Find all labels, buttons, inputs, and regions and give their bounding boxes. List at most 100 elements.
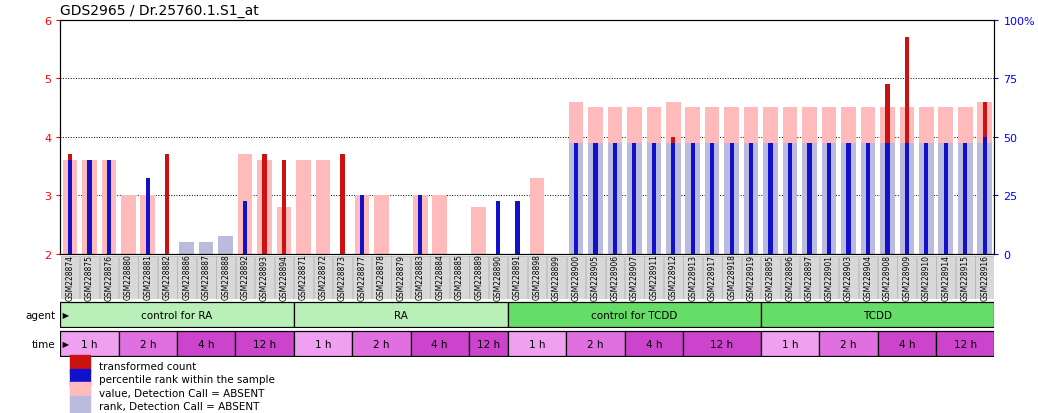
Bar — [529, 178, 544, 254]
Bar — [958, 108, 973, 254]
Text: GSM228898: GSM228898 — [532, 254, 542, 300]
Bar — [938, 143, 953, 254]
Bar — [924, 143, 928, 254]
Text: time: time — [31, 339, 55, 349]
Bar — [612, 143, 617, 254]
Bar — [70, 369, 90, 386]
Text: 1 h: 1 h — [315, 339, 331, 349]
Bar — [861, 143, 875, 254]
FancyBboxPatch shape — [236, 256, 254, 299]
Bar — [846, 143, 850, 254]
Bar — [238, 155, 252, 254]
FancyBboxPatch shape — [255, 256, 274, 299]
Bar — [218, 237, 233, 254]
Text: 4 h: 4 h — [646, 339, 662, 349]
Text: GSM228877: GSM228877 — [357, 254, 366, 300]
FancyBboxPatch shape — [625, 256, 644, 299]
Bar — [62, 161, 77, 254]
FancyBboxPatch shape — [547, 256, 566, 299]
Bar — [257, 161, 272, 254]
Bar — [866, 143, 870, 254]
Text: GSM228891: GSM228891 — [513, 254, 522, 300]
FancyBboxPatch shape — [372, 256, 390, 299]
FancyBboxPatch shape — [645, 256, 663, 299]
Text: 1 h: 1 h — [81, 339, 98, 349]
FancyBboxPatch shape — [761, 302, 994, 328]
Text: transformed count: transformed count — [100, 361, 196, 371]
Bar — [647, 108, 661, 254]
FancyBboxPatch shape — [294, 302, 508, 328]
Text: GSM228901: GSM228901 — [824, 254, 834, 300]
Bar — [822, 143, 837, 254]
Bar — [963, 143, 967, 254]
FancyBboxPatch shape — [625, 331, 683, 356]
Text: 2 h: 2 h — [840, 339, 856, 349]
Bar — [866, 143, 870, 254]
FancyBboxPatch shape — [683, 256, 702, 299]
Bar — [802, 143, 817, 254]
Bar — [418, 196, 422, 254]
FancyBboxPatch shape — [586, 256, 605, 299]
Bar — [978, 143, 992, 254]
FancyBboxPatch shape — [819, 331, 877, 356]
Text: GSM228872: GSM228872 — [319, 254, 327, 300]
Bar — [788, 143, 792, 254]
Text: GSM228910: GSM228910 — [922, 254, 931, 300]
Bar — [963, 143, 967, 254]
Bar — [627, 108, 641, 254]
Bar — [263, 155, 267, 254]
FancyBboxPatch shape — [956, 256, 975, 299]
Bar — [783, 143, 797, 254]
FancyBboxPatch shape — [917, 256, 935, 299]
FancyBboxPatch shape — [411, 256, 430, 299]
Text: TCDD: TCDD — [864, 310, 892, 320]
Text: GSM228905: GSM228905 — [591, 254, 600, 300]
Text: GSM228875: GSM228875 — [85, 254, 93, 300]
FancyBboxPatch shape — [527, 256, 546, 299]
Text: RA: RA — [393, 310, 408, 320]
Bar — [374, 196, 388, 254]
Text: GSM228914: GSM228914 — [941, 254, 950, 300]
FancyBboxPatch shape — [60, 256, 79, 299]
Text: GSM228909: GSM228909 — [902, 254, 911, 300]
Text: rank, Detection Call = ABSENT: rank, Detection Call = ABSENT — [100, 401, 260, 411]
Bar — [70, 396, 90, 413]
FancyBboxPatch shape — [216, 256, 235, 299]
Bar — [885, 143, 890, 254]
Text: GSM228913: GSM228913 — [688, 254, 698, 300]
Text: 4 h: 4 h — [432, 339, 448, 349]
Bar — [418, 196, 422, 254]
FancyBboxPatch shape — [742, 256, 761, 299]
Bar — [905, 38, 909, 254]
Bar — [652, 143, 656, 254]
Bar — [413, 196, 428, 254]
Text: GSM228879: GSM228879 — [397, 254, 405, 300]
FancyBboxPatch shape — [703, 256, 721, 299]
FancyBboxPatch shape — [118, 331, 176, 356]
Bar — [768, 143, 772, 254]
Bar — [589, 143, 603, 254]
Text: value, Detection Call = ABSENT: value, Detection Call = ABSENT — [100, 388, 265, 398]
FancyBboxPatch shape — [508, 302, 761, 328]
Bar — [749, 143, 754, 254]
Text: GSM228890: GSM228890 — [494, 254, 502, 300]
Bar — [672, 137, 676, 254]
Bar — [218, 237, 233, 254]
Bar — [919, 108, 933, 254]
Bar — [685, 108, 700, 254]
Text: 1 h: 1 h — [782, 339, 798, 349]
Bar — [433, 196, 447, 254]
Text: GSM228917: GSM228917 — [708, 254, 716, 300]
Bar — [944, 143, 948, 254]
Bar — [725, 143, 739, 254]
Text: GSM228873: GSM228873 — [338, 254, 347, 300]
Text: GSM228911: GSM228911 — [650, 254, 658, 300]
Text: 12 h: 12 h — [710, 339, 734, 349]
Text: GDS2965 / Dr.25760.1.S1_at: GDS2965 / Dr.25760.1.S1_at — [60, 4, 258, 18]
Bar — [749, 143, 754, 254]
FancyBboxPatch shape — [877, 331, 936, 356]
Bar — [885, 85, 890, 254]
FancyBboxPatch shape — [664, 256, 683, 299]
Text: 2 h: 2 h — [139, 339, 156, 349]
Bar — [574, 143, 578, 254]
